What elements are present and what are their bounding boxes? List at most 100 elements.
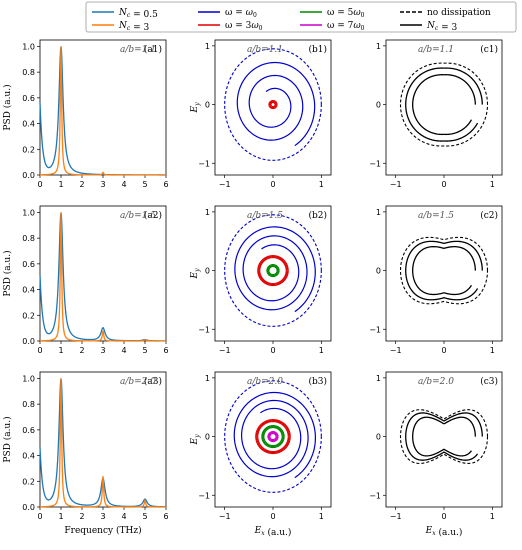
shape-panel-2: −1 0 1 −1 0 1 (c2) a/b=1.5	[369, 205, 503, 355]
panel-label-c1: (c1)	[480, 44, 498, 55]
psd-ytick-label: 0.4	[22, 286, 35, 295]
psd-ytick-label: 0.4	[22, 120, 35, 129]
shape-nc3-inner	[412, 246, 476, 296]
psd-xtick-label: 5	[142, 346, 147, 355]
ey-label: Ey	[190, 268, 201, 280]
shape-ytick-label: 1	[376, 208, 381, 217]
legend-label-0: Nc = 0.5	[118, 8, 158, 20]
ratio-label-c2: a/b=1.5	[418, 211, 454, 221]
traj-harmonic-w3	[257, 421, 289, 453]
shape-xtick-label: −1	[390, 346, 402, 355]
psd-ylabel: PSD (a.u.)	[2, 250, 13, 296]
psd-ytick-label: 0.2	[22, 477, 35, 486]
traj-harmonic-w5	[267, 265, 279, 277]
traj-no-dissipation	[224, 380, 322, 493]
psd-xtick-label: 5	[142, 512, 147, 521]
ratio-label-b1: a/b=1.1	[247, 45, 283, 55]
psd-ylabel: PSD (a.u.)	[2, 416, 13, 462]
psd-ytick-label: 1.0	[22, 374, 35, 383]
traj-harmonic-w3	[257, 255, 289, 287]
psd-panel-3: 0 1 2 3 4 5 6 0.0 0.2 0.4 0.6 0.8 1.0 (a3)a/b=2.0 PSD …	[2, 371, 169, 521]
psd-xtick-label: 6	[163, 512, 168, 521]
legend-label-3: ω = 3ω0	[225, 21, 263, 32]
legend-label-7: Nc = 3	[426, 21, 458, 33]
shape-ytick-label: −1	[369, 159, 381, 168]
traj-harmonic-w3	[269, 101, 277, 109]
shape-ytick-label: −1	[369, 491, 381, 500]
freq-xlabel: Frequency (THz)	[64, 525, 141, 536]
traj-ytick-label: −1	[198, 159, 210, 168]
shape-panel-1: −1 0 1 −1 0 1 (c1) a/b=1.1	[369, 39, 503, 189]
legend-label-1: Nc = 3	[118, 21, 150, 33]
shape-frame	[385, 39, 503, 176]
ex-label-b: Ex (a.u.)	[254, 526, 292, 538]
psd-xtick-label: 6	[163, 346, 168, 355]
psd-ytick-label: 0.2	[22, 145, 35, 154]
shape-ytick-label: 0	[376, 267, 381, 276]
psd-ytick-label: 0.0	[22, 503, 35, 512]
ex-label-c: Ex (a.u.)	[425, 526, 463, 538]
psd-panel-2: 0 1 2 3 4 5 6 0.0 0.2 0.4 0.6 0.8 1.0 (a2)a/b=1.5 PSD …	[2, 205, 169, 355]
traj-omega0	[236, 61, 316, 147]
traj-xtick-label: −1	[219, 512, 231, 521]
psd-ytick-label: 0.2	[22, 311, 35, 320]
shape-ytick-label: 1	[376, 374, 381, 383]
traj-no-dissipation	[224, 48, 322, 161]
traj-ytick-label: −1	[198, 325, 210, 334]
traj-harmonic-w3	[255, 419, 291, 455]
ratio-label-c1: a/b=1.1	[418, 45, 454, 55]
shape-nc3-inner	[412, 74, 476, 136]
ratio-label-c3: a/b=2.0	[418, 377, 454, 387]
psd-series-nc3	[39, 378, 166, 508]
traj-harmonic-w5	[268, 266, 278, 276]
traj-harmonic-w5	[266, 264, 280, 278]
shape-xtick-label: −1	[390, 512, 402, 521]
psd-xtick-label: 3	[100, 346, 105, 355]
shape-no-dissipation	[399, 409, 489, 464]
legend-label-2: ω = ω0	[225, 8, 257, 19]
traj-ytick-label: 0	[205, 101, 210, 110]
traj-panel-3: −1 0 1 −1 0 1 (b3) a/b=2.0 Ey	[190, 371, 332, 521]
traj-harmonic-w3	[256, 420, 290, 454]
traj-harmonic-w5	[262, 426, 284, 448]
traj-harmonic-w5	[263, 427, 283, 447]
traj-harmonic-w7	[268, 432, 278, 442]
psd-xtick-label: 2	[79, 180, 84, 189]
shape-xtick-label: 1	[490, 346, 495, 355]
psd-ytick-label: 0.4	[22, 452, 35, 461]
ratio-label-b2: a/b=1.5	[247, 211, 283, 221]
traj-xtick-label: 1	[319, 346, 324, 355]
psd-ytick-label: 1.0	[22, 42, 35, 51]
ey-label: Ey	[190, 434, 201, 446]
panel-label-b1: (b1)	[308, 44, 327, 55]
psd-ytick-label: 0.0	[22, 337, 35, 346]
psd-xtick-label: 4	[121, 180, 126, 189]
shape-no-dissipation	[399, 62, 489, 147]
shape-xtick-label: 0	[441, 346, 446, 355]
traj-xtick-label: −1	[219, 180, 231, 189]
shape-panel-3: −1 0 1 −1 0 1 (c3) a/b=2.0	[369, 371, 503, 521]
traj-xtick-label: 0	[270, 180, 275, 189]
psd-ytick-label: 0.8	[22, 234, 35, 243]
legend-label-6: no dissipation	[427, 8, 491, 18]
psd-ytick-label: 0.0	[22, 171, 35, 180]
ratio-label-a2: a/b=1.5	[120, 211, 156, 221]
psd-ytick-label: 0.6	[22, 260, 35, 269]
psd-xtick-label: 1	[58, 180, 63, 189]
shape-ytick-label: 0	[376, 101, 381, 110]
shape-xtick-label: 1	[490, 512, 495, 521]
traj-panel-2: −1 0 1 −1 0 1 (b2) a/b=1.5 Ey	[190, 205, 332, 355]
traj-panel-1: −1 0 1 −1 0 1 (b1) a/b=1.1 Ey	[190, 39, 332, 189]
traj-ytick-label: 1	[205, 374, 210, 383]
ratio-label-a3: a/b=2.0	[120, 377, 156, 387]
psd-xtick-label: 3	[100, 512, 105, 521]
panel-label-a1: (a1)	[144, 44, 162, 55]
psd-xtick-label: 2	[79, 346, 84, 355]
panel-label-c3: (c3)	[480, 376, 498, 387]
shape-frame	[385, 205, 503, 342]
traj-harmonic-w7	[269, 433, 277, 441]
traj-harmonic-w7	[267, 431, 279, 443]
traj-ytick-label: 0	[205, 433, 210, 442]
psd-xtick-label: 6	[163, 180, 168, 189]
shape-frame	[385, 371, 503, 508]
